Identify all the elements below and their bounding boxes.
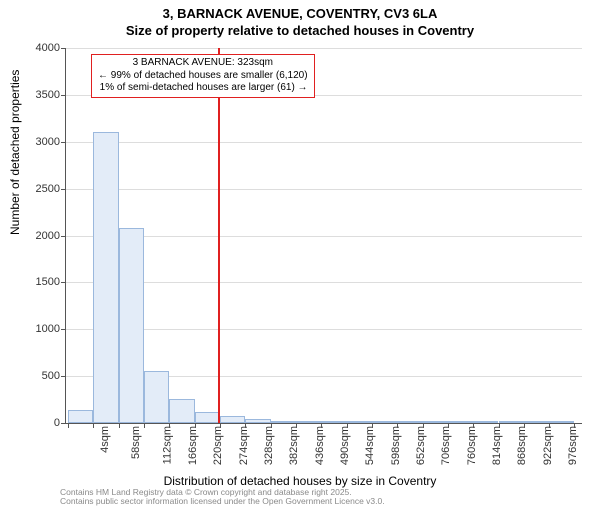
xtick-label: 382sqm [288, 426, 300, 465]
ytick-label: 2000 [20, 230, 60, 242]
xtick-mark [169, 423, 170, 428]
annotation-line-3: 1% of semi-detached houses are larger (6… [98, 82, 308, 95]
ytick-mark [61, 48, 66, 49]
xtick-mark [372, 423, 373, 428]
histogram-bar [448, 421, 473, 423]
annotation-line-1: 3 BARNACK AVENUE: 323sqm [98, 57, 308, 70]
xtick-label: 4sqm [99, 426, 111, 453]
reference-annotation: 3 BARNACK AVENUE: 323sqm ← 99% of detach… [91, 54, 315, 98]
ytick-label: 1500 [20, 276, 60, 288]
xtick-label: 760sqm [466, 426, 478, 465]
ytick-label: 2500 [20, 183, 60, 195]
histogram-bar [169, 399, 194, 423]
xtick-mark [271, 423, 272, 428]
xtick-mark [93, 423, 94, 428]
xtick-mark [473, 423, 474, 428]
xtick-label: 490sqm [339, 426, 351, 465]
annotation-line-2: ← 99% of detached houses are smaller (6,… [98, 70, 308, 83]
ytick-label: 4000 [20, 42, 60, 54]
ytick-label: 3500 [20, 89, 60, 101]
histogram-bar [397, 421, 422, 423]
histogram-bar [372, 421, 397, 423]
plot-area: 050010001500200025003000350040004sqm58sq… [65, 48, 581, 423]
reference-line [218, 48, 220, 423]
x-axis-label: Distribution of detached houses by size … [0, 474, 600, 488]
title-line-2: Size of property relative to detached ho… [0, 23, 600, 40]
xtick-mark [347, 423, 348, 428]
histogram-bar [347, 421, 372, 423]
xtick-mark [296, 423, 297, 428]
ytick-mark [61, 95, 66, 96]
histogram-bar [271, 421, 296, 423]
xtick-label: 274sqm [238, 426, 250, 465]
xtick-mark [499, 423, 500, 428]
xtick-mark [119, 423, 120, 428]
histogram-bar [220, 416, 245, 423]
ytick-mark [61, 282, 66, 283]
xtick-label: 976sqm [567, 426, 579, 465]
xtick-label: 112sqm [161, 426, 173, 464]
ytick-label: 1000 [20, 323, 60, 335]
ytick-label: 500 [20, 370, 60, 382]
histogram-bar [144, 371, 169, 424]
ytick-mark [61, 376, 66, 377]
xtick-mark [321, 423, 322, 428]
plot: 050010001500200025003000350040004sqm58sq… [65, 48, 582, 424]
xtick-label: 706sqm [440, 426, 452, 465]
ytick-mark [61, 329, 66, 330]
histogram-bar [499, 421, 524, 423]
gridline [66, 48, 582, 49]
xtick-mark [245, 423, 246, 428]
histogram-bar [195, 412, 220, 423]
gridline [66, 142, 582, 143]
xtick-mark [144, 423, 145, 428]
histogram-bar [296, 421, 321, 423]
xtick-mark [397, 423, 398, 428]
xtick-label: 652sqm [415, 426, 427, 465]
title-line-1: 3, BARNACK AVENUE, COVENTRY, CV3 6LA [0, 6, 600, 23]
xtick-mark [423, 423, 424, 428]
xtick-label: 922sqm [542, 426, 554, 465]
xtick-mark [448, 423, 449, 428]
histogram-bar [549, 421, 574, 423]
footer-line-2: Contains public sector information licen… [60, 497, 385, 506]
xtick-mark [549, 423, 550, 428]
xtick-label: 868sqm [516, 426, 528, 465]
histogram-bar [93, 132, 118, 423]
ytick-mark [61, 423, 66, 424]
xtick-label: 436sqm [314, 426, 326, 465]
xtick-label: 598sqm [390, 426, 402, 465]
xtick-label: 544sqm [364, 426, 376, 465]
xtick-label: 58sqm [130, 426, 142, 459]
xtick-mark [574, 423, 575, 428]
histogram-bar [423, 421, 448, 423]
xtick-label: 220sqm [212, 426, 224, 465]
xtick-label: 814sqm [491, 426, 503, 465]
xtick-mark [220, 423, 221, 428]
chart-container: 3, BARNACK AVENUE, COVENTRY, CV3 6LA Siz… [0, 0, 600, 500]
footer: Contains HM Land Registry data © Crown c… [60, 488, 385, 500]
gridline [66, 189, 582, 190]
histogram-bar [68, 410, 93, 423]
xtick-label: 166sqm [187, 426, 199, 465]
histogram-bar [524, 421, 549, 423]
ytick-mark [61, 236, 66, 237]
xtick-mark [68, 423, 69, 428]
histogram-bar [245, 419, 270, 423]
ytick-label: 3000 [20, 136, 60, 148]
xtick-mark [524, 423, 525, 428]
xtick-mark [195, 423, 196, 428]
ytick-mark [61, 142, 66, 143]
histogram-bar [119, 228, 144, 423]
ytick-mark [61, 189, 66, 190]
histogram-bar [321, 421, 346, 423]
histogram-bar [473, 421, 498, 423]
ytick-label: 0 [20, 417, 60, 429]
title-block: 3, BARNACK AVENUE, COVENTRY, CV3 6LA Siz… [0, 0, 600, 40]
xtick-label: 328sqm [263, 426, 275, 465]
